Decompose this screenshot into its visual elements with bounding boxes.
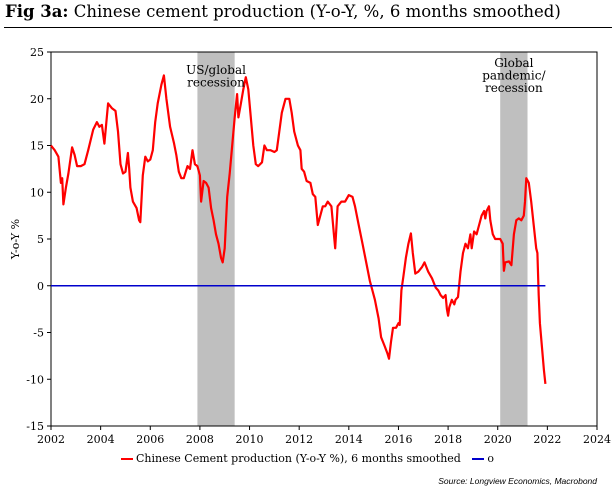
y-tick-label-7: -10: [26, 373, 44, 386]
legend-item-zero: o: [472, 452, 494, 465]
figure-title-text: Chinese cement production (Y-o-Y, %, 6 m…: [73, 2, 561, 21]
shaded-region-0: [197, 52, 235, 426]
annotations: US/globalrecessionGlobalpandemic/recessi…: [186, 56, 546, 95]
x-tick-label-8: 2018: [434, 433, 462, 446]
y-axis-label: Y-o-Y %: [9, 219, 22, 260]
y-tick-label-2: 15: [30, 140, 44, 153]
title-rule: [4, 27, 612, 28]
shaded-region-label-0-1: recession: [187, 76, 245, 90]
axes: 2002 2004 2006 2008 2010 2012 2014 2016 2018 2020…: [26, 46, 611, 446]
shaded-region-label-1-0: Global: [494, 56, 533, 70]
y-tick-label-8: -15: [26, 420, 44, 433]
legend: Chinese Cement production (Y-o-Y %), 6 m…: [0, 452, 615, 465]
shaded-region-label-1-2: recession: [485, 81, 543, 95]
legend-label-cement: Chinese Cement production (Y-o-Y %), 6 m…: [136, 452, 461, 465]
source-note: Source: Longview Economics, Macrobond: [438, 476, 597, 486]
x-tick-label-7: 2016: [384, 433, 412, 446]
x-tick-label-5: 2012: [285, 433, 313, 446]
x-tick-label-6: 2014: [335, 433, 363, 446]
y-tick-label-5: 0: [37, 280, 44, 293]
x-tick-label-0: 2002: [37, 433, 65, 446]
shaded-region-label-1-1: pandemic/: [482, 69, 546, 83]
x-tick-label-11: 2024: [583, 433, 611, 446]
x-tick-label-9: 2020: [484, 433, 512, 446]
x-tick-label-2: 2006: [136, 433, 164, 446]
figure-title: Fig 3a: Chinese cement production (Y-o-Y…: [5, 2, 561, 21]
x-tick-label-1: 2004: [87, 433, 115, 446]
legend-label-zero: o: [487, 452, 494, 465]
y-tick-label-4: 5: [37, 233, 44, 246]
series-line-0: [50, 74, 547, 385]
y-tick-label-3: 10: [30, 186, 44, 199]
y-tick-label-0: 25: [30, 46, 44, 59]
legend-item-cement: Chinese Cement production (Y-o-Y %), 6 m…: [121, 452, 461, 465]
figure-label: Fig 3a:: [5, 2, 69, 21]
x-tick-label-3: 2008: [186, 433, 214, 446]
x-tick-label-4: 2010: [236, 433, 264, 446]
x-tick-label-10: 2022: [533, 433, 561, 446]
legend-swatch-zero: [472, 458, 485, 460]
series-lines: [50, 74, 547, 385]
y-tick-label-6: -5: [33, 327, 44, 340]
y-tick-label-1: 20: [30, 93, 44, 106]
shaded-regions: [197, 52, 528, 426]
legend-swatch-cement: [121, 458, 134, 460]
shaded-region-label-0-0: US/global: [186, 63, 246, 77]
